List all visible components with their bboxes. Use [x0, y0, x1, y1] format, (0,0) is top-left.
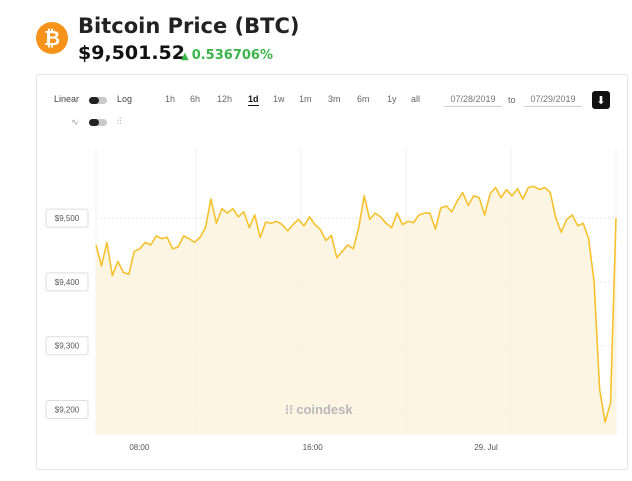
range-button-1y[interactable]: 1y — [387, 94, 397, 104]
range-button-1d[interactable]: 1d — [248, 94, 259, 106]
price-change-value: 0.536706% — [191, 48, 273, 63]
coindesk-logo-icon: ⁝⁝ — [285, 402, 294, 417]
coindesk-watermark: ⁝⁝ coindesk — [285, 402, 353, 418]
price-line — [95, 185, 617, 423]
bitcoin-logo-icon: ₿ — [36, 22, 68, 54]
y-tick-box — [45, 336, 89, 356]
price-area-fill — [96, 186, 616, 435]
x-tick-label: 16:00 — [303, 443, 324, 452]
range-button-1h[interactable]: 1h — [165, 94, 176, 104]
date-from-input[interactable]: 07/28/2019 — [444, 92, 502, 107]
range-button-12h[interactable]: 12h — [217, 94, 233, 104]
date-to-label: to — [508, 95, 516, 105]
current-price: $9,501.52 — [78, 42, 185, 64]
page-title: Bitcoin Price (BTC) — [78, 14, 300, 38]
range-button-all[interactable]: all — [411, 94, 421, 104]
range-button-3m[interactable]: 3m — [328, 94, 341, 104]
line-chart-icon[interactable]: ∿ — [71, 117, 79, 127]
range-button-6m[interactable]: 6m — [357, 94, 370, 104]
x-tick-label: 08:00 — [129, 443, 150, 452]
date-to-input[interactable]: 07/29/2019 — [524, 92, 582, 107]
y-tick-box — [45, 399, 89, 419]
y-tick-label: $9,200 — [55, 405, 80, 414]
download-button[interactable]: ⬇ — [592, 91, 610, 109]
price-chart: $9,200 $9,300 $9,400 $9,500 08:00 16:00 29. Ju… — [45, 148, 617, 452]
y-tick-label: $9,400 — [55, 278, 80, 287]
range-button-1m[interactable]: 1m — [299, 94, 312, 104]
scale-linear-label: Linear — [54, 94, 80, 104]
download-icon: ⬇ — [596, 94, 606, 107]
chart-type-toggle[interactable] — [89, 119, 107, 126]
scale-toggle[interactable] — [89, 97, 107, 104]
price-change: ▲ 0.536706% — [181, 48, 273, 63]
candlestick-icon[interactable]: ⫶⫶ — [117, 116, 122, 126]
range-button-6h[interactable]: 6h — [190, 94, 201, 104]
y-tick-label: $9,500 — [55, 214, 80, 223]
y-tick-box — [45, 272, 89, 292]
up-arrow-icon: ▲ — [181, 51, 189, 62]
range-button-1w[interactable]: 1w — [273, 94, 285, 104]
y-tick-box — [45, 208, 89, 228]
watermark-text: coindesk — [296, 402, 353, 417]
x-tick-label: 29. Jul — [474, 443, 498, 452]
y-tick-label: $9,300 — [55, 342, 80, 351]
scale-log-label[interactable]: Log — [117, 94, 133, 104]
